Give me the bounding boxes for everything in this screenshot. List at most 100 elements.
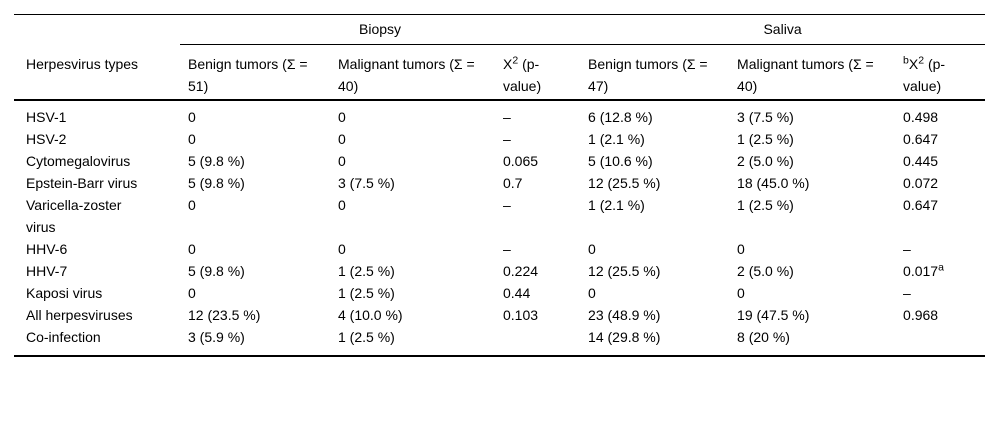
- row-label-text: Kaposi virus: [26, 285, 103, 301]
- data-cell: 1 (2.1 %): [588, 131, 645, 147]
- corner-spacer: [14, 15, 180, 45]
- data-cell: 0.44: [503, 285, 531, 301]
- data-cell: 12 (23.5 %): [188, 307, 261, 323]
- chi-exponent: 2: [512, 54, 519, 67]
- data-cell: [495, 326, 580, 356]
- data-cell: 1 (2.1 %): [588, 197, 645, 213]
- data-cell: –: [503, 131, 511, 147]
- row-label: Kaposi virus: [14, 282, 180, 304]
- table-row: HSV-1 0 0 – 6 (12.8 %) 3 (7.5 %) 0.498: [14, 100, 985, 128]
- data-cell: 3 (7.5 %): [338, 175, 395, 191]
- data-cell: 5 (9.8 %): [188, 153, 245, 169]
- row-label: Co-infection: [14, 326, 180, 356]
- data-cell: 0: [737, 241, 745, 257]
- data-cell: –: [903, 241, 911, 257]
- row-label-text: Co-infection: [26, 329, 101, 345]
- data-cell: 0: [338, 153, 346, 169]
- data-cell: 18 (45.0 %): [737, 175, 810, 191]
- data-cell: 2 (5.0 %): [737, 263, 794, 279]
- data-cell: 0.647: [903, 197, 939, 213]
- data-cell: 0: [338, 241, 346, 257]
- data-cell: 23 (48.9 %): [588, 307, 661, 323]
- data-cell: 1 (2.5 %): [338, 263, 395, 279]
- group-header-row: Biopsy Saliva: [14, 14, 986, 45]
- data-cell: 3 (5.9 %): [188, 329, 245, 345]
- table-row: Varicella-zoster virus 0 0 – 1 (2.1 %) 1 (2.5…: [14, 194, 985, 238]
- table-body: HSV-1 0 0 – 6 (12.8 %) 3 (7.5 %) 0.498 HSV-2 0 0 –…: [14, 100, 985, 356]
- row-label-text: Varicella-zoster virus: [26, 197, 122, 235]
- table-row: Epstein-Barr virus 5 (9.8 %) 3 (7.5 %) 0.7 1…: [14, 172, 985, 194]
- data-cell: 0: [188, 241, 196, 257]
- row-label: HSV-2: [14, 128, 180, 150]
- data-cell: 0: [188, 197, 196, 213]
- data-cell: 0.072: [903, 175, 939, 191]
- data-cell: 1 (2.5 %): [737, 197, 794, 213]
- data-cell: [895, 326, 985, 356]
- chi-exponent: 2: [918, 54, 925, 67]
- data-cell: 14 (29.8 %): [588, 329, 661, 345]
- col-header-saliva-malignant: Malignant tumors (Σ = 40): [729, 44, 896, 101]
- group-header-saliva: Saliva: [580, 14, 986, 45]
- data-cell: 0: [588, 285, 596, 301]
- data-cell: 5 (9.8 %): [188, 263, 245, 279]
- row-label: HHV-6: [14, 238, 180, 260]
- row-label-text: Cytomegalovirus: [26, 153, 131, 169]
- data-cell: 0: [188, 285, 196, 301]
- data-cell: 0.103: [503, 307, 539, 323]
- chi-rest: (p-value): [903, 56, 946, 94]
- chi-base: X: [908, 56, 919, 72]
- data-cell: 0: [338, 109, 346, 125]
- data-cell: 1 (2.5 %): [338, 285, 395, 301]
- table-row: Co-infection 3 (5.9 %) 1 (2.5 %) 14 (29.8 %…: [14, 326, 985, 356]
- col-header-saliva-benign: Benign tumors (Σ = 47): [580, 44, 730, 101]
- data-cell: 0: [338, 197, 346, 213]
- table-row: Cytomegalovirus 5 (9.8 %) 0 0.065 5 (10.6 %)…: [14, 150, 985, 172]
- data-cell: 5 (10.6 %): [588, 153, 653, 169]
- chi-base: X: [503, 56, 513, 72]
- table-row: All herpesviruses 12 (23.5 %) 4 (10.0 %) 0.…: [14, 304, 985, 326]
- row-label-text: HHV-6: [26, 241, 68, 257]
- chi-pre-superscript: b: [903, 54, 909, 67]
- row-label-text: HSV-1: [26, 109, 67, 125]
- row-label: Epstein-Barr virus: [14, 172, 180, 194]
- data-cell: 3 (7.5 %): [737, 109, 794, 125]
- col-header-biopsy-chi-squared: X2 (p-value): [495, 44, 581, 101]
- data-cell: 19 (47.5 %): [737, 307, 810, 323]
- row-label: Cytomegalovirus: [14, 150, 180, 172]
- table-row: HHV-6 0 0 – 0 0 –: [14, 238, 985, 260]
- row-label: HSV-1: [14, 100, 180, 128]
- data-cell: 4 (10.0 %): [338, 307, 403, 323]
- data-cell: –: [903, 285, 911, 301]
- data-cell: 0.445: [903, 153, 939, 169]
- data-cell: 0.498: [903, 109, 939, 125]
- data-cell: 0: [588, 241, 596, 257]
- data-cell: 2 (5.0 %): [737, 153, 794, 169]
- data-cell: 0: [737, 285, 745, 301]
- data-cell: 0.647: [903, 131, 939, 147]
- table-row: Kaposi virus 0 1 (2.5 %) 0.44 0 0 –: [14, 282, 985, 304]
- col-header-herpesvirus-types: Herpesvirus types: [14, 44, 180, 101]
- data-cell: 12 (25.5 %): [588, 263, 661, 279]
- data-cell: 0: [188, 131, 196, 147]
- column-header-row: Herpesvirus types Benign tumors (Σ = 51)…: [14, 44, 986, 101]
- row-label: All herpesviruses: [14, 304, 180, 326]
- row-label-text: HHV-7: [26, 263, 68, 279]
- table-header: Biopsy Saliva Herpesvirus types Benign t…: [14, 14, 986, 101]
- col-header-saliva-chi-squared: bX2 (p-value): [895, 44, 986, 101]
- table-row: HSV-2 0 0 – 1 (2.1 %) 1 (2.5 %) 0.647: [14, 128, 985, 150]
- row-label: HHV-7: [14, 260, 180, 282]
- data-cell: 0.224: [503, 263, 539, 279]
- col-header-biopsy-malignant: Malignant tumors (Σ = 40): [330, 44, 495, 101]
- chi-rest: (p-value): [503, 56, 542, 94]
- row-label-text: HSV-2: [26, 131, 67, 147]
- data-cell: 0: [338, 131, 346, 147]
- herpesvirus-prevalence-table: Biopsy Saliva Herpesvirus types Benign t…: [14, 14, 986, 357]
- data-cell: 0: [188, 109, 196, 125]
- data-cell: 6 (12.8 %): [588, 109, 653, 125]
- data-cell: –: [503, 109, 511, 125]
- data-cell: 0.065: [503, 153, 539, 169]
- col-header-biopsy-benign: Benign tumors (Σ = 51): [180, 44, 330, 101]
- row-label-text: All herpesviruses: [26, 307, 133, 323]
- data-cell: 0.017a: [895, 260, 985, 282]
- cell-value: 0.017: [903, 263, 939, 279]
